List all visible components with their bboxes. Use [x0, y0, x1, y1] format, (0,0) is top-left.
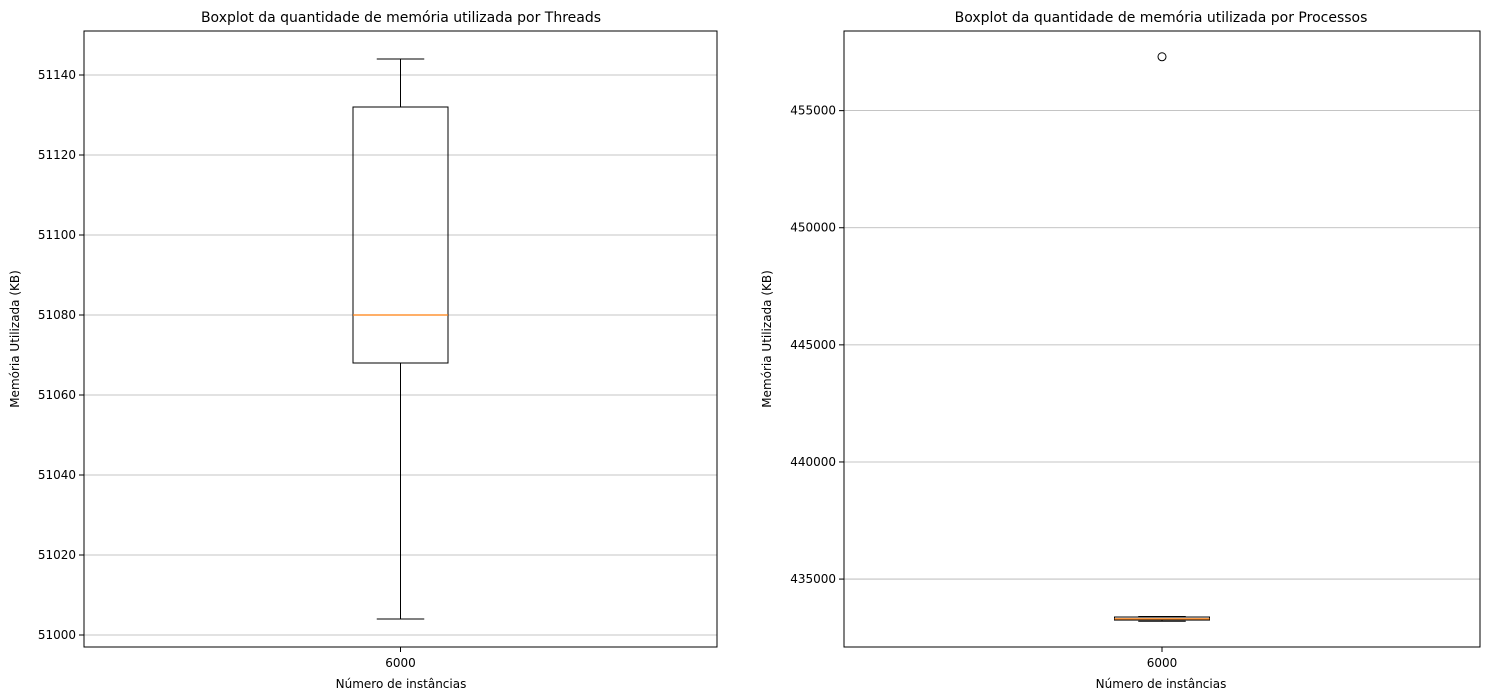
- y-tick-label: 51000: [38, 628, 76, 642]
- y-axis-label: Memória Utilizada (KB): [8, 270, 22, 408]
- x-tick-label: 6000: [385, 656, 416, 670]
- y-ticks: 435000 440000 445000 450000 455000: [790, 104, 844, 586]
- y-tick-label: 51120: [38, 148, 76, 162]
- y-tick-label: 455000: [790, 104, 836, 118]
- x-ticks: 6000: [1147, 647, 1178, 670]
- x-axis-label: Número de instâncias: [1096, 677, 1227, 691]
- plot-frame: [843, 30, 1481, 648]
- y-tick-label: 51020: [38, 548, 76, 562]
- x-axis-label: Número de instâncias: [336, 677, 467, 691]
- y-tick-label: 51100: [38, 228, 76, 242]
- box-marks: [352, 58, 449, 620]
- y-axis-label: Memória Utilizada (KB): [760, 270, 774, 408]
- chart-threads: Boxplot da quantidade de memória utiliza…: [8, 10, 718, 691]
- y-tick-label: 51040: [38, 468, 76, 482]
- y-tick-label: 450000: [790, 221, 836, 235]
- x-ticks: 6000: [385, 647, 416, 670]
- chart-title: Boxplot da quantidade de memória utiliza…: [201, 10, 601, 26]
- y-tick-label: 435000: [790, 572, 836, 586]
- y-ticks: 51000 51020 51040 51060 51080 51100 51120 51140: [38, 68, 84, 642]
- x-tick-label: 6000: [1147, 656, 1178, 670]
- grid-lines: [844, 110, 1480, 580]
- y-tick-label: 51140: [38, 68, 76, 82]
- y-tick-label: 51080: [38, 308, 76, 322]
- chart-title: Boxplot da quantidade de memória utiliza…: [955, 10, 1368, 26]
- y-tick-label: 440000: [790, 455, 836, 469]
- box-iqr: [352, 106, 449, 364]
- y-tick-label: 51060: [38, 388, 76, 402]
- box-marks: [1114, 52, 1210, 622]
- chart-processos: Boxplot da quantidade de memória utiliza…: [760, 10, 1481, 691]
- y-tick-label: 445000: [790, 338, 836, 352]
- outlier-point: [1157, 52, 1167, 62]
